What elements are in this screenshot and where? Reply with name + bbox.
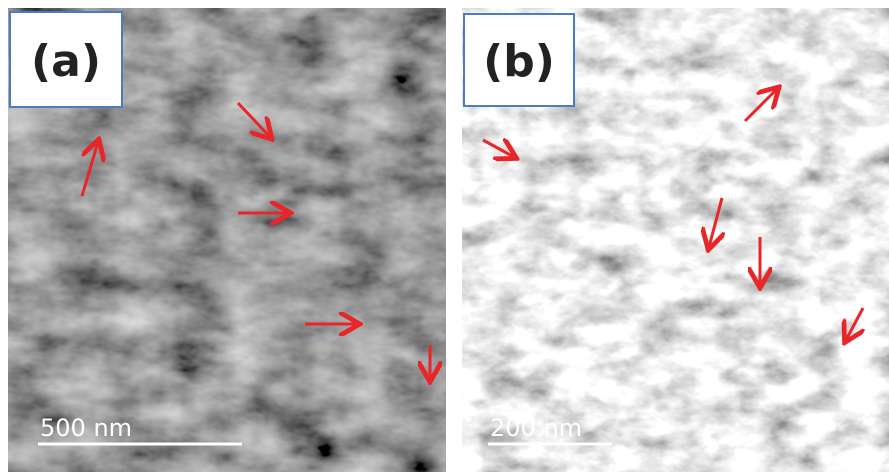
panel-b: (b) 200 nm [462,8,889,472]
panel-label: (a) [31,36,101,87]
scale-bar-text: 500 nm [40,414,132,442]
panel-a: (a) 500 nm [8,8,446,472]
page: (a) 500 nm (b) 200 nm (() => { const dat… [0,0,889,472]
panel-label: (b) [483,36,555,87]
scale-bar-text: 200 nm [490,414,582,442]
figure: (a) 500 nm (b) 200 nm [0,0,889,472]
